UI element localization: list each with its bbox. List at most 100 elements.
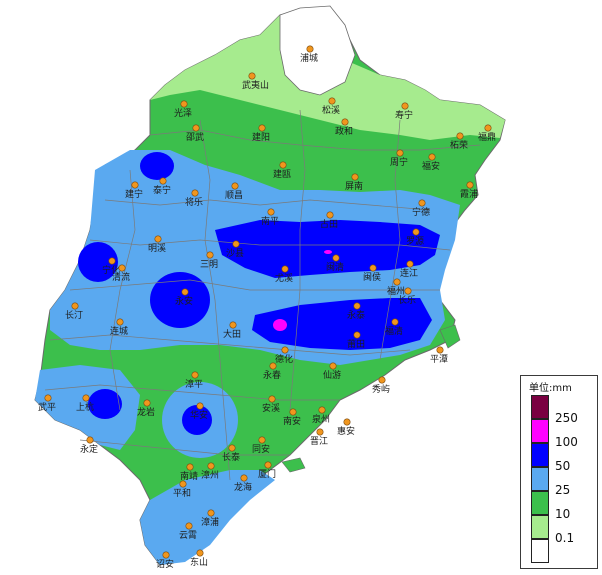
city-label: 长泰 [222,451,240,463]
city-dot [143,399,151,407]
city-label: 宁化 [102,264,120,276]
city-marker: 顺昌 [225,182,243,201]
zone-blue-jianning [140,152,174,180]
city-dot [418,199,426,207]
city-label: 永安 [175,295,193,307]
city-dot [82,394,90,402]
city-label: 仙游 [323,369,341,381]
city-dot [232,240,240,248]
city-dot [466,181,474,189]
zone-light-blue-south-coast [140,470,275,565]
city-label: 政和 [335,125,353,137]
legend-swatch [531,443,549,467]
city-dot [116,318,124,326]
zone-blue-ninghua [78,242,118,282]
city-dot [162,551,170,559]
city-label: 建瓯 [273,168,291,180]
city-label: 云霄 [179,530,197,541]
county-boundaries [44,109,481,481]
island-pingtan [439,324,461,349]
city-dot [369,264,377,272]
city-label: 南平 [261,215,279,227]
city-label: 寿宁 [395,109,413,121]
city-dot [154,235,162,243]
city-marker: 龙岩 [137,399,155,418]
city-marker: 云霄 [179,522,197,541]
legend-row: 25 [531,467,595,497]
city-dot [207,509,215,517]
city-marker: 惠安 [337,418,355,437]
city-dot [456,132,464,140]
city-label: 晋江 [310,436,328,447]
city-dot [412,228,420,236]
city-dot [258,436,266,444]
city-dot [185,522,193,530]
legend-label: 250 [555,411,578,425]
legend-swatch [531,539,549,563]
city-marker: 东山 [190,549,208,568]
city-label: 三明 [200,259,218,270]
precipitation-legend: 单位:mm 250 100 50 25 10 0.1 [520,375,598,569]
city-label: 长汀 [65,309,83,321]
city-dot [229,321,237,329]
city-marker: 南平 [261,208,279,227]
city-label: 松溪 [322,104,340,116]
city-dot [484,124,492,132]
city-marker: 长汀 [65,302,83,321]
city-dot [108,257,116,265]
city-label: 泰宁 [153,184,171,196]
city-marker: 莆田 [347,331,365,350]
legend-swatch [531,491,549,515]
zone-blue-central-band [215,220,440,278]
city-label: 柘荣 [450,139,468,151]
city-marker: 将乐 [185,189,203,208]
city-dot [289,408,297,416]
city-label: 永春 [263,369,281,381]
city-marker: 浦城 [300,45,318,64]
legend-row: 0.1 [531,515,595,545]
legend-row: 250 [531,395,595,425]
city-label: 尤溪 [275,272,293,284]
city-marker: 清流 [112,264,130,283]
zone-blue-shanghang [88,389,122,419]
zone-magenta-minqing [324,250,332,254]
city-marker: 德化 [275,346,293,365]
city-marker: 仙游 [323,362,341,381]
legend-label: 0.1 [555,531,575,545]
legend-row: 100 [531,419,595,449]
city-marker: 福安 [422,153,440,172]
city-marker: 厦门 [258,461,276,480]
city-dot [186,463,194,471]
legend-swatch [531,419,549,443]
city-marker: 建宁 [125,181,143,200]
city-dot [228,444,236,452]
city-dot [404,287,412,295]
city-label: 将乐 [185,196,203,208]
city-marker: 诏安 [156,551,174,570]
city-label: 大田 [223,328,241,340]
city-dot [248,72,256,80]
city-dot [436,346,444,354]
city-label: 连城 [110,325,128,337]
city-dot [326,211,334,219]
city-marker: 长乐 [398,287,416,306]
city-marker: 闽侯 [363,264,381,283]
city-label: 德化 [275,353,293,365]
city-marker: 松溪 [322,97,340,116]
legend-swatch [531,515,549,539]
city-label: 长乐 [398,294,416,306]
legend-label: 10 [555,507,571,521]
city-marker: 福鼎 [478,124,496,143]
city-label: 平潭 [430,354,448,365]
zone-blue-yongan [150,272,210,328]
city-marker: 同安 [252,436,270,455]
city-label: 诏安 [156,558,174,570]
city-dot [396,149,404,157]
city-dot [332,254,340,262]
city-marker: 沙县 [226,240,244,259]
city-dot [329,362,337,370]
city-label: 罗源 [406,236,424,247]
city-label: 屏南 [345,180,363,192]
